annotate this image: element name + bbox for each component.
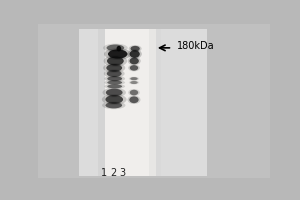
Ellipse shape	[130, 77, 138, 80]
Ellipse shape	[102, 94, 127, 105]
Text: 3: 3	[119, 168, 125, 178]
Ellipse shape	[130, 65, 138, 71]
Ellipse shape	[107, 70, 122, 77]
Bar	[149, 29, 161, 176]
Bar	[98, 29, 105, 176]
Ellipse shape	[129, 96, 139, 103]
Ellipse shape	[107, 84, 122, 88]
Ellipse shape	[104, 69, 124, 78]
Bar	[105, 29, 156, 176]
Ellipse shape	[116, 46, 121, 51]
Bar	[79, 29, 207, 176]
Ellipse shape	[130, 58, 139, 64]
Ellipse shape	[103, 44, 128, 52]
Ellipse shape	[128, 49, 142, 59]
Ellipse shape	[105, 102, 122, 108]
Ellipse shape	[128, 96, 140, 104]
Ellipse shape	[129, 77, 139, 81]
Ellipse shape	[106, 89, 123, 96]
Ellipse shape	[104, 76, 125, 82]
Ellipse shape	[106, 44, 124, 51]
Ellipse shape	[107, 76, 122, 81]
Text: 1: 1	[101, 168, 107, 178]
Ellipse shape	[104, 48, 131, 60]
Ellipse shape	[130, 50, 140, 58]
Ellipse shape	[106, 64, 122, 72]
Ellipse shape	[108, 49, 128, 59]
Text: 180kDa: 180kDa	[177, 41, 214, 51]
Ellipse shape	[105, 95, 123, 104]
Ellipse shape	[130, 90, 138, 95]
Ellipse shape	[104, 84, 125, 89]
Ellipse shape	[102, 101, 125, 109]
Text: 2: 2	[110, 168, 116, 178]
Ellipse shape	[104, 80, 125, 85]
Ellipse shape	[130, 46, 140, 51]
Ellipse shape	[128, 57, 141, 65]
Ellipse shape	[103, 88, 126, 97]
Ellipse shape	[130, 81, 138, 84]
Ellipse shape	[107, 81, 122, 85]
Ellipse shape	[129, 81, 139, 84]
Ellipse shape	[104, 55, 127, 67]
Ellipse shape	[107, 56, 124, 66]
Ellipse shape	[128, 89, 140, 96]
Ellipse shape	[128, 64, 140, 71]
Ellipse shape	[129, 45, 142, 52]
Ellipse shape	[103, 63, 125, 73]
